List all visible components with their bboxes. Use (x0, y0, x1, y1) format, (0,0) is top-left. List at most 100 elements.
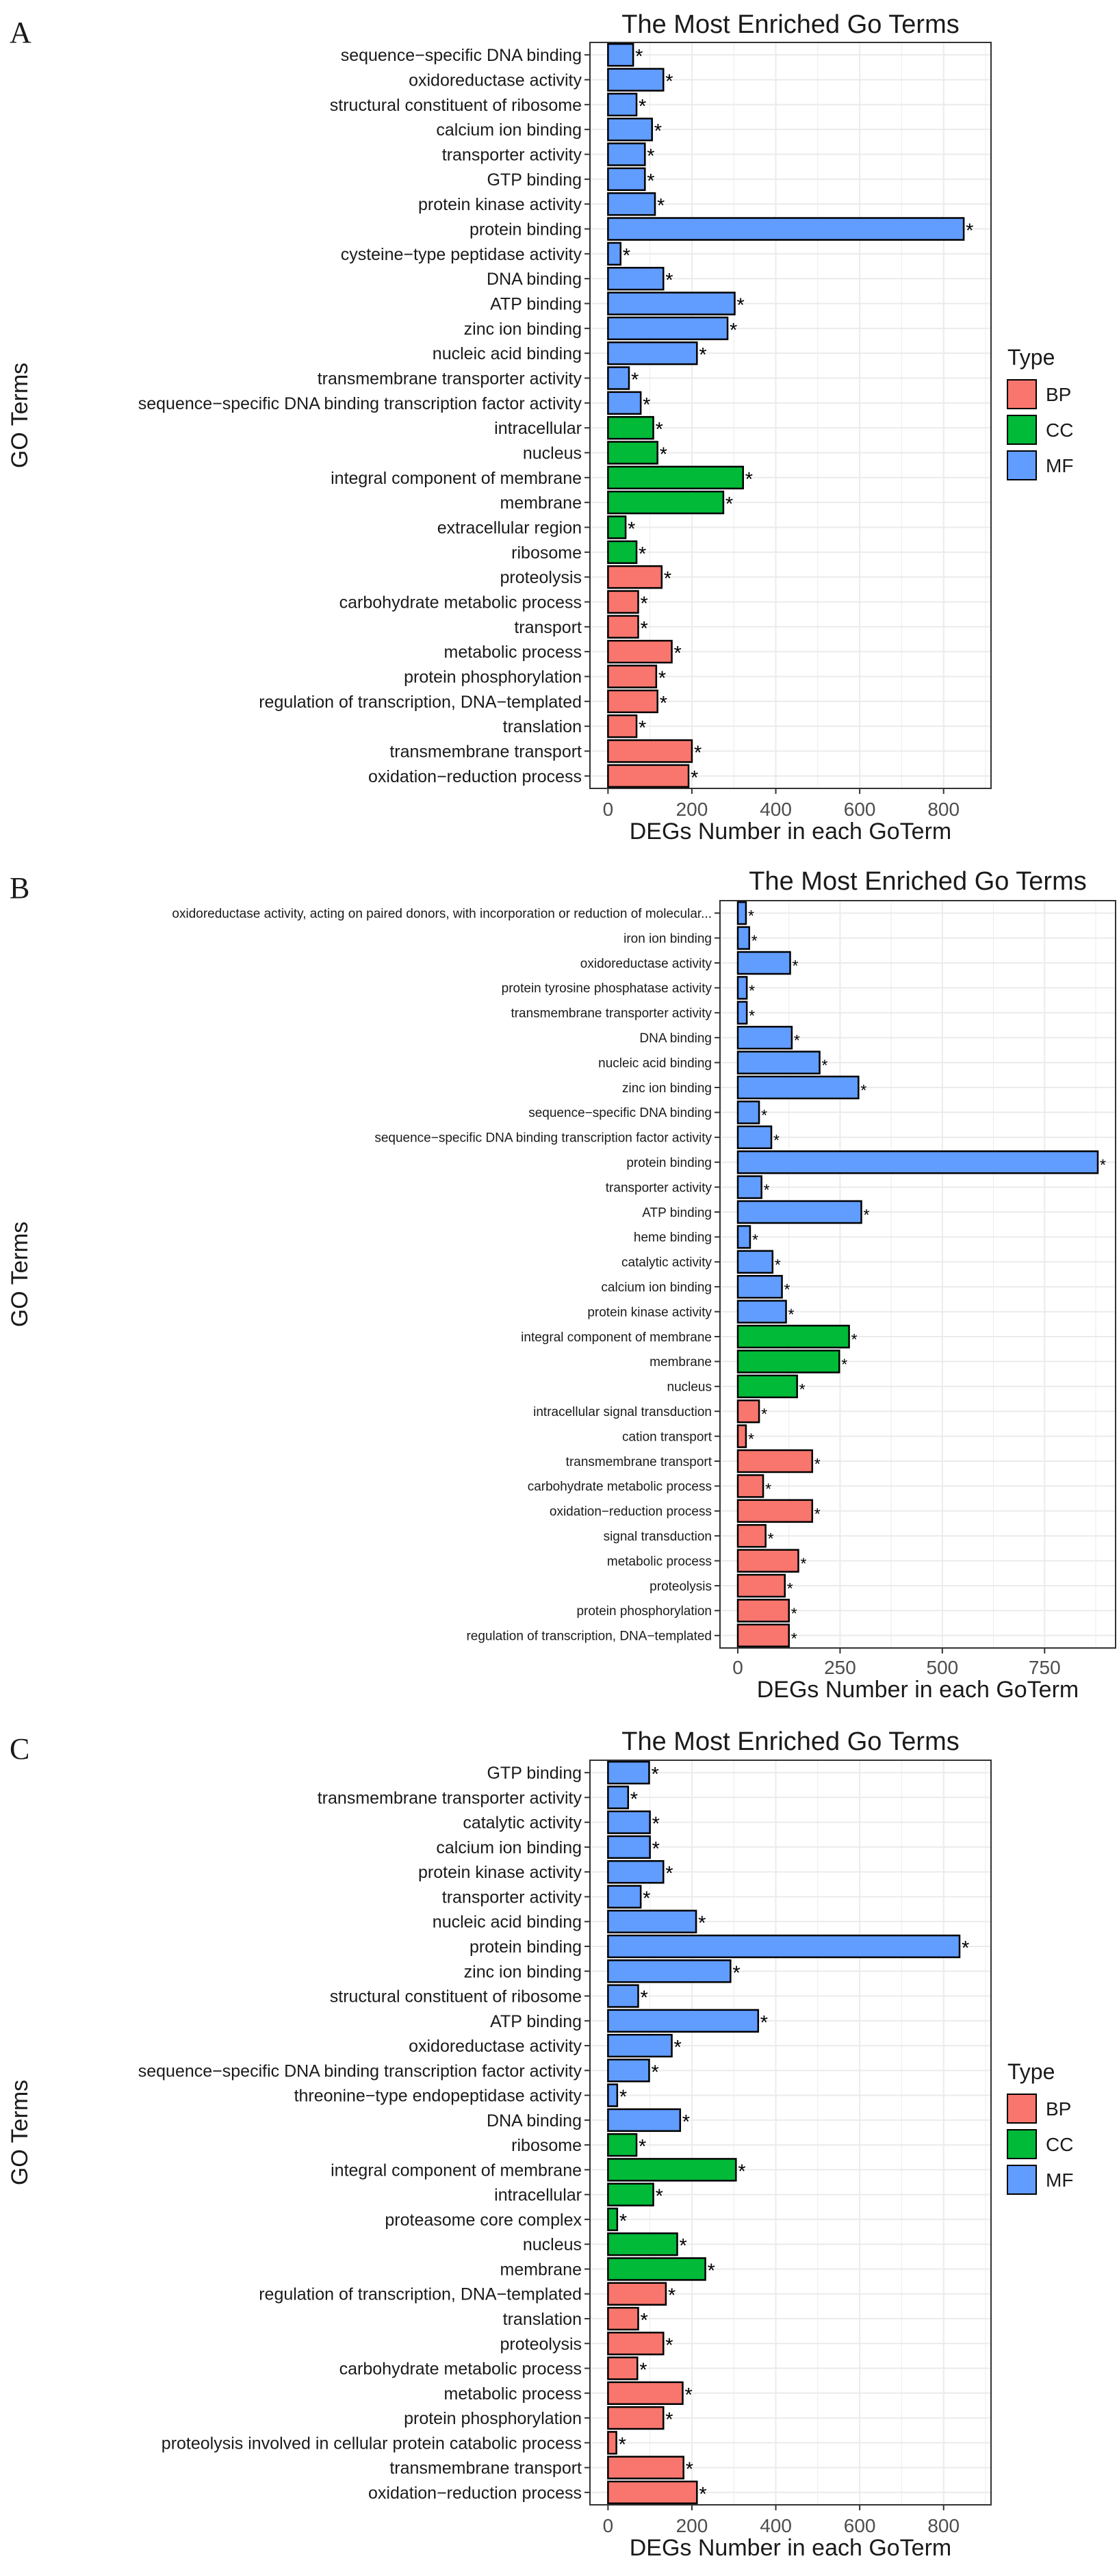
significance-marker: * (760, 2012, 768, 2034)
bar (607, 565, 663, 589)
bar (736, 1499, 814, 1523)
significance-marker: * (864, 1206, 870, 1224)
bar (736, 1150, 1099, 1174)
significance-marker: * (684, 2384, 692, 2406)
significance-marker: * (635, 46, 643, 68)
y-tick-label: transmembrane transport (389, 2459, 582, 2478)
significance-marker: * (641, 618, 648, 640)
bar (607, 2033, 673, 2058)
bar (736, 951, 791, 975)
bar (607, 1934, 961, 1959)
bar (736, 1225, 751, 1249)
y-tick-label: nucleus (667, 1380, 712, 1395)
bar (607, 665, 658, 688)
x-tick-label: 800 (927, 799, 960, 820)
significance-marker: * (799, 1380, 806, 1398)
y-tick-label: protein binding (470, 1937, 582, 1957)
legend-label: BP (1046, 2098, 1071, 2120)
significance-marker: * (639, 2360, 647, 2382)
significance-marker: * (775, 1256, 781, 1274)
y-tick-label: catalytic activity (463, 1814, 582, 1833)
bar (736, 1100, 760, 1124)
y-tick-label: structural constituent of ribosome (330, 1987, 582, 2007)
bar (736, 1449, 814, 1473)
significance-marker: * (751, 932, 758, 950)
y-tick-label: transmembrane transporter activity (511, 1007, 712, 1021)
significance-marker: * (800, 1555, 806, 1573)
significance-marker: * (654, 120, 662, 142)
significance-marker: * (665, 71, 673, 93)
chart-panel-c: C The Most Enriched Go Terms * GTP binding *… (7, 1727, 1073, 2561)
y-tick-label: ribosome (511, 543, 582, 563)
x-axis-label: DEGs Number in each GoTerm (630, 819, 952, 845)
y-tick-label: sequence−specific DNA binding transcript… (374, 1131, 712, 1146)
significance-marker: * (619, 2087, 627, 2109)
bar (607, 639, 673, 664)
y-tick-label: sequence−specific DNA binding transcript… (138, 394, 582, 413)
y-tick-label: oxidoreductase activity (409, 71, 582, 90)
bar (736, 1623, 790, 1648)
chart-panel-b: B The Most Enriched Go Terms * oxidoreducta… (7, 867, 1116, 1703)
y-tick-label: proteolysis (649, 1580, 712, 1594)
bar (607, 764, 690, 788)
significance-marker: * (814, 1455, 821, 1473)
y-tick-label: cation transport (622, 1430, 712, 1444)
significance-marker: * (647, 170, 654, 192)
significance-marker: * (699, 2484, 706, 2506)
bar (607, 714, 638, 738)
significance-marker: * (680, 2235, 687, 2257)
significance-marker: * (822, 1057, 828, 1074)
y-tick-label: membrane (500, 2260, 582, 2279)
significance-marker: * (656, 419, 663, 441)
y-tick-label: DNA binding (639, 1031, 712, 1046)
legend-label: BP (1046, 384, 1071, 405)
y-axis-label: GO Terms (7, 1222, 33, 1327)
significance-marker: * (749, 1007, 755, 1025)
y-tick-label: ATP binding (490, 2012, 582, 2031)
bar (736, 1300, 787, 1324)
significance-marker: * (752, 1231, 758, 1248)
significance-marker: * (738, 2161, 745, 2182)
bar (607, 540, 638, 565)
bar (607, 2108, 682, 2133)
bar (607, 366, 630, 390)
bar (736, 1474, 764, 1498)
y-tick-label: heme binding (634, 1231, 712, 1245)
y-tick-label: protein phosphorylation (576, 1604, 712, 1619)
significance-marker: * (773, 1131, 780, 1149)
significance-marker: * (698, 1913, 706, 1935)
bar (736, 1274, 783, 1299)
y-tick-label: protein phosphorylation (404, 668, 582, 687)
y-tick-label: protein kinase activity (587, 1305, 712, 1319)
y-tick-label: protein phosphorylation (404, 2409, 582, 2428)
significance-marker: * (748, 1430, 754, 1448)
x-tick-label: 500 (927, 1657, 959, 1678)
legend-title: Type (1007, 2059, 1055, 2084)
significance-marker: * (768, 1530, 774, 1547)
bar (607, 117, 653, 142)
significance-marker: * (639, 96, 646, 118)
significance-marker: * (628, 519, 635, 541)
significance-marker: * (787, 1580, 793, 1597)
bar (736, 1523, 767, 1548)
significance-marker: * (736, 295, 744, 317)
significance-marker: * (748, 907, 754, 925)
bar (607, 2431, 617, 2455)
y-axis-label: GO Terms (7, 363, 33, 468)
y-tick-label: oxidation−reduction process (368, 767, 582, 786)
significance-marker: * (630, 1788, 638, 1810)
y-tick-label: zinc ion binding (464, 320, 582, 339)
y-tick-label: transmembrane transporter activity (318, 1788, 582, 1807)
panel-letter: C (10, 1732, 29, 1766)
bar (607, 2182, 654, 2206)
y-tick-label: integral component of membrane (331, 2161, 582, 2180)
bar (607, 1786, 630, 1809)
plot-area (590, 42, 991, 788)
y-tick-label: DNA binding (487, 270, 582, 289)
bar (607, 590, 639, 614)
bar (607, 292, 736, 315)
significance-marker: * (791, 1604, 797, 1622)
y-tick-label: protein tyrosine phosphatase activity (502, 981, 712, 996)
significance-marker: * (674, 643, 682, 665)
bar (607, 2282, 667, 2306)
